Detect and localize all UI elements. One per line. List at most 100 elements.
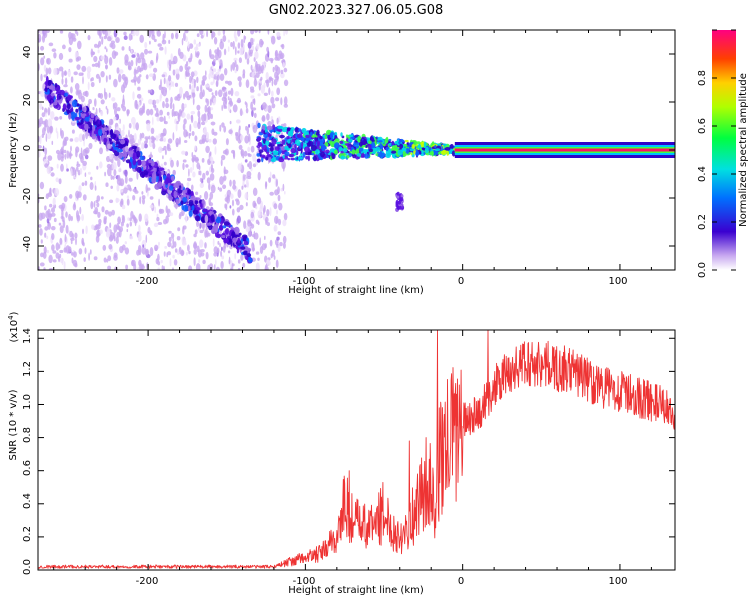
- spectrogram-noise-cell: [270, 90, 274, 97]
- scale-note-prefix: (x10: [9, 320, 20, 343]
- spectrogram-noise-cell: [215, 266, 220, 270]
- spectrogram-streak-cell: [222, 225, 227, 229]
- spectrogram-noise-cell: [121, 244, 126, 251]
- spectrogram-noise-cell: [245, 79, 250, 89]
- spectrogram-streak-cell: [221, 235, 226, 239]
- spectrogram-noise-cell: [210, 54, 215, 60]
- spectrogram-noise-cell: [245, 202, 248, 207]
- spectrogram-noise-cell: [46, 235, 49, 240]
- spectrogram-streak-cell: [223, 238, 229, 243]
- spectrogram-noise-cell: [213, 97, 217, 104]
- spectrogram-noise-cell: [234, 36, 238, 42]
- spectrogram-noise-cell: [156, 213, 159, 218]
- spectrogram-noise-cell: [221, 246, 223, 251]
- spectrogram-band-cell: [402, 150, 406, 157]
- spectrogram-noise-cell: [271, 79, 274, 87]
- spectrogram-noise-cell: [177, 48, 181, 56]
- spectrogram-noise-cell: [88, 142, 93, 150]
- spectrogram-noise-cell: [274, 239, 279, 246]
- spectrogram-noise-cell: [138, 101, 141, 108]
- spectrogram-noise-cell: [145, 184, 148, 193]
- spectrogram-noise-cell: [236, 99, 242, 103]
- spectrogram-band-cell: [280, 145, 286, 151]
- spectrogram-noise-cell: [149, 108, 154, 116]
- spectrogram-noise-cell: [46, 58, 49, 64]
- spectrogram-noise-cell: [197, 121, 201, 130]
- spectrogram-noise-cell: [217, 240, 220, 245]
- spectrogram-noise-cell: [42, 145, 45, 153]
- spectrogram-noise-cell: [121, 46, 125, 51]
- spectrogram-noise-cell: [228, 256, 231, 265]
- spectrogram-noise-cell: [123, 35, 128, 40]
- spectrogram-noise-cell: [162, 155, 164, 160]
- spectrogram-noise-cell: [45, 67, 49, 76]
- spectrogram-band-cell: [418, 144, 421, 148]
- spectrogram-noise-cell: [210, 167, 215, 174]
- spectrogram-streak-cell: [44, 81, 48, 85]
- spectrogram-noise-cell: [122, 94, 125, 102]
- spectrogram-noise-cell: [181, 112, 186, 118]
- spectrogram-noise-cell: [100, 55, 105, 61]
- spectrogram-noise-cell: [74, 137, 79, 143]
- spectrogram-noise-cell: [172, 69, 176, 76]
- spectrogram-noise-cell: [176, 251, 180, 255]
- spectrogram-noise-cell: [134, 79, 136, 86]
- spectrogram-streak-cell: [47, 80, 52, 87]
- spectrogram-noise-cell: [172, 111, 176, 117]
- spectrogram-streak-cell: [124, 151, 127, 159]
- spectrogram-noise-cell: [275, 259, 279, 268]
- spectrogram-noise-cell: [117, 158, 121, 168]
- spectrogram-noise-cell: [205, 70, 207, 77]
- spectrogram-noise-cell: [214, 90, 218, 97]
- spectrogram-noise-cell: [149, 196, 154, 200]
- spectrogram-noise-cell: [268, 76, 273, 81]
- spectrogram-noise-cell: [94, 185, 97, 191]
- spectrogram-band-cell: [284, 145, 289, 151]
- spectrogram-noise-cell: [159, 94, 162, 102]
- spectrogram-noise-cell: [268, 57, 274, 62]
- spectrogram-noise-cell: [210, 81, 214, 86]
- spectrogram-noise-cell: [128, 177, 133, 182]
- spectrogram-noise-cell: [157, 43, 162, 47]
- spectrogram-noise-cell: [159, 138, 164, 142]
- spectrogram-band-cell: [333, 149, 338, 155]
- spectrogram-noise-cell: [70, 215, 74, 222]
- spectrogram-noise-cell: [108, 57, 113, 66]
- spectrogram-noise-cell: [60, 156, 64, 162]
- spectrogram-noise-cell: [194, 145, 197, 151]
- spectrogram-noise-cell: [277, 194, 281, 202]
- spectrogram-noise-cell: [168, 59, 172, 67]
- spectrogram-band-cell: [429, 151, 434, 156]
- spectrogram-noise-cell: [135, 57, 138, 67]
- spectrogram-noise-cell: [188, 250, 191, 255]
- spectrogram-band-cell: [281, 139, 286, 145]
- spectrogram-noise-cell: [39, 228, 43, 236]
- spectrogram-noise-cell: [238, 80, 242, 88]
- spectrogram-noise-cell: [155, 99, 160, 104]
- spectrogram-noise-cell: [223, 175, 227, 181]
- spectrogram-streak-cell: [127, 151, 132, 155]
- spectrogram-noise-cell: [199, 30, 204, 36]
- spectrogram-noise-cell: [64, 136, 69, 141]
- spectrogram-streak-cell: [120, 139, 126, 145]
- spectrogram-noise-cell: [83, 257, 86, 262]
- spectrogram-noise-cell: [52, 197, 56, 206]
- spectrogram-noise-cell: [77, 169, 81, 176]
- spectrogram-noise-cell: [203, 32, 205, 37]
- spectrogram-noise-cell: [266, 222, 270, 227]
- spectrogram-noise-cell: [224, 68, 228, 76]
- spectrogram-noise-cell: [132, 195, 136, 201]
- spectrogram-noise-cell: [149, 230, 153, 236]
- spectrogram-streak-cell: [103, 137, 108, 143]
- spectrogram-streak-cell: [190, 195, 196, 201]
- spectrogram-noise-cell: [46, 125, 51, 134]
- spectrogram-noise-cell: [43, 74, 48, 78]
- spectrogram-noise-cell: [150, 89, 153, 93]
- spectrogram-streak-cell: [132, 158, 137, 166]
- spectrogram-noise-cell: [53, 217, 57, 223]
- spectrogram-noise-cell: [237, 189, 242, 199]
- x-tick-label: 100: [608, 576, 627, 587]
- spectrogram-noise-cell: [99, 147, 103, 155]
- spectrogram-noise-cell: [257, 210, 262, 219]
- spectrogram-noise-cell: [219, 73, 225, 81]
